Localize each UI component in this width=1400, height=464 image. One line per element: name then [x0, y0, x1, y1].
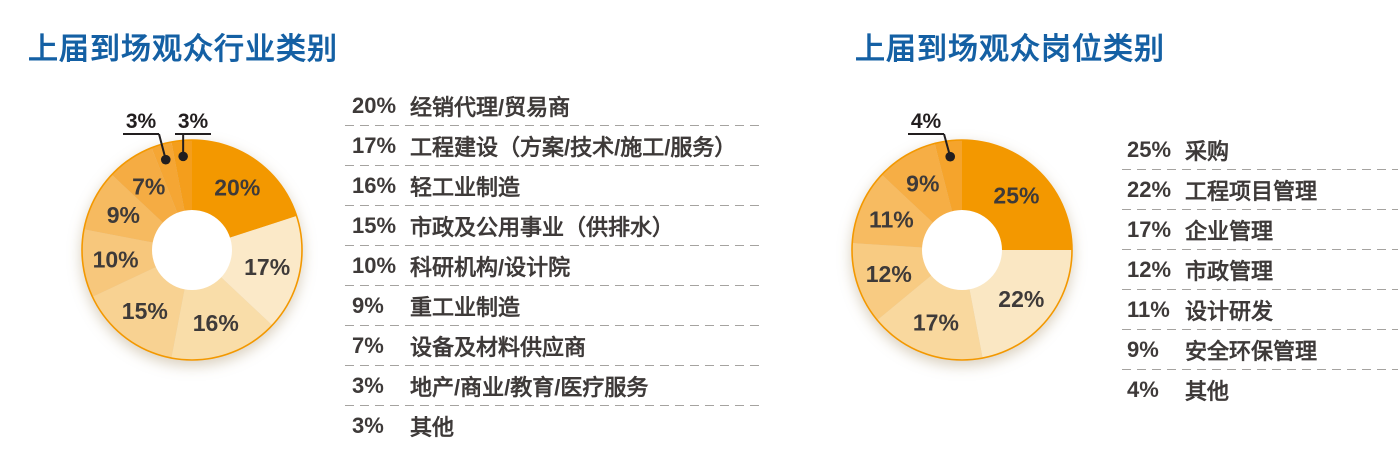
donut-hole — [922, 210, 1002, 290]
legend-label: 工程项目管理 — [1185, 179, 1318, 204]
legend-label: 科研机构/设计院 — [410, 255, 571, 280]
legend-row: 17% 工程建设（方案/技术/施工/服务） — [345, 126, 760, 166]
legend-pct: 22% — [1127, 177, 1172, 202]
slice-percent-label: 17% — [913, 309, 959, 335]
legend-label: 经销代理/贸易商 — [410, 95, 571, 120]
legend-row: 22% 工程项目管理 — [1122, 170, 1398, 210]
legend-label: 设计研发 — [1185, 299, 1274, 324]
legend-row: 3% 地产/商业/教育/医疗服务 — [345, 366, 760, 406]
legend-row: 20% 经销代理/贸易商 — [345, 86, 760, 126]
legend-label: 市政管理 — [1185, 259, 1274, 284]
donut-wedges — [81, 139, 303, 361]
legend-row: 16% 轻工业制造 — [345, 166, 760, 206]
callout-dot — [178, 151, 188, 162]
legend-label: 设备及材料供应商 — [410, 335, 587, 360]
position-chart-title: 上届到场观众岗位类别 — [855, 33, 1165, 66]
legend-pct: 9% — [352, 293, 384, 318]
donut-outer-ring — [851, 139, 1073, 361]
legend-pct: 3% — [352, 413, 384, 438]
legend-row: 4% 其他 — [1122, 370, 1398, 410]
industry-legend: 20% 经销代理/贸易商 17% 工程建设（方案/技术/施工/服务） 16% 轻工业制… — [345, 86, 760, 446]
legend-label: 工程建设（方案/技术/施工/服务） — [410, 135, 737, 160]
slice-percent-label: 9% — [107, 202, 140, 228]
legend-label: 地产/商业/教育/医疗服务 — [410, 375, 649, 400]
industry-chart-title: 上届到场观众行业类别 — [28, 33, 338, 66]
position-donut-chart: 25% 22% 17%12% 11% 9% 4% — [851, 110, 1073, 361]
legend-row: 11% 设计研发 — [1122, 290, 1398, 330]
slice-percent-label: 15% — [122, 298, 168, 324]
industry-donut-chart: 20% 17% 16% 15% 10% 9% 7% 3% 3% — [81, 110, 303, 361]
donut-hole — [152, 210, 232, 290]
slice-percent-label: 17% — [244, 254, 290, 280]
legend-label: 企业管理 — [1185, 219, 1274, 244]
donut-outer-ring — [81, 139, 303, 361]
legend-row: 3% 其他 — [345, 406, 760, 446]
legend-label: 轻工业制造 — [410, 175, 521, 200]
legend-label: 其他 — [1185, 379, 1230, 404]
legend-pct: 17% — [1127, 217, 1172, 242]
legend-pct: 11% — [1127, 297, 1170, 322]
callout-dot — [945, 151, 956, 162]
legend-pct: 7% — [352, 333, 384, 358]
legend-row: 25% 采购 — [1122, 130, 1398, 170]
legend-row: 9% 重工业制造 — [345, 286, 760, 326]
legend-label: 重工业制造 — [410, 295, 521, 320]
legend-row: 10% 科研机构/设计院 — [345, 246, 760, 286]
legend-row: 7% 设备及材料供应商 — [345, 326, 760, 366]
slice-percent-label: 16% — [193, 310, 239, 336]
slice-percent-label: 7% — [132, 173, 165, 199]
callout-percent-label: 3% — [178, 110, 209, 133]
legend-pct: 4% — [1127, 377, 1159, 402]
slice-percent-label: 9% — [906, 171, 939, 197]
slice-percent-label: 11% — [869, 206, 914, 232]
legend-label: 采购 — [1185, 139, 1230, 164]
legend-label: 市政及公用事业（供排水） — [410, 215, 675, 240]
legend-row: 15% 市政及公用事业（供排水） — [345, 206, 760, 246]
slice-percent-label: 22% — [998, 286, 1044, 312]
callout-percent-label: 3% — [126, 110, 157, 133]
slice-percent-label: 10% — [93, 247, 139, 273]
legend-pct: 12% — [1127, 257, 1172, 282]
callout-dot — [160, 154, 171, 165]
legend-row: 17% 企业管理 — [1122, 210, 1398, 250]
callout-percent-label: 4% — [911, 110, 942, 133]
legend-label: 安全环保管理 — [1185, 339, 1318, 364]
legend-row: 9% 安全环保管理 — [1122, 330, 1398, 370]
legend-pct: 15% — [352, 213, 397, 238]
donut-wedges — [851, 139, 1073, 361]
slice-percent-label: 25% — [993, 183, 1039, 209]
legend-pct: 17% — [352, 133, 397, 158]
legend-pct: 20% — [352, 93, 397, 118]
legend-pct: 9% — [1127, 337, 1159, 362]
legend-label: 其他 — [410, 415, 455, 440]
legend-pct: 10% — [352, 253, 397, 278]
slice-percent-label: 12% — [866, 261, 912, 287]
legend-pct: 3% — [352, 373, 384, 398]
legend-row: 12% 市政管理 — [1122, 250, 1398, 290]
legend-pct: 16% — [352, 173, 397, 198]
position-legend: 25% 采购 22% 工程项目管理 17% 企业管理 12% 市政管理 11% 设计研发 … — [1122, 130, 1398, 410]
legend-pct: 25% — [1127, 137, 1172, 162]
slice-percent-label: 20% — [214, 175, 260, 201]
